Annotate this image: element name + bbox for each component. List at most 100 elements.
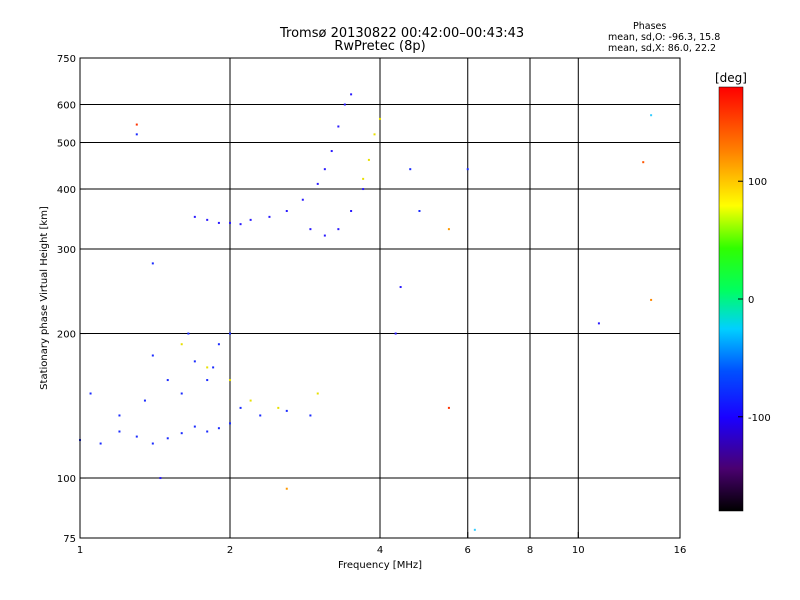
y-tick-label: 300 (57, 245, 76, 256)
x-tick-label: 10 (572, 545, 585, 556)
chart-subtitle: RwPretec (8p) (334, 39, 426, 54)
x-tick-label: 4 (377, 545, 383, 556)
data-point (285, 210, 288, 213)
data-point (193, 425, 196, 428)
data-point (447, 228, 450, 231)
data-point (285, 409, 288, 412)
y-tick-label: 100 (57, 474, 76, 485)
data-point (118, 414, 121, 417)
data-point (597, 322, 600, 325)
data-point (135, 435, 138, 438)
data-point (206, 430, 209, 433)
data-point (367, 158, 370, 161)
y-tick-label: 500 (57, 139, 76, 150)
colorbar-unit-label: [deg] (715, 71, 747, 85)
data-point (316, 392, 319, 395)
data-point (394, 332, 397, 335)
data-point (159, 477, 162, 480)
data-point (350, 93, 353, 96)
data-point (379, 117, 381, 120)
data-point (217, 221, 220, 224)
data-point (99, 442, 102, 445)
y-tick-label: 600 (57, 101, 76, 112)
x-tick-label: 16 (674, 545, 687, 556)
data-point (249, 399, 252, 402)
data-point (229, 221, 231, 224)
x-tick-label: 1 (77, 545, 83, 556)
data-point (466, 168, 469, 171)
data-point (249, 218, 252, 221)
data-point (362, 177, 365, 180)
data-point (135, 133, 138, 136)
data-point (212, 366, 215, 369)
chart-grid (80, 58, 680, 538)
data-point (180, 343, 183, 346)
data-point (239, 223, 242, 226)
data-point (399, 286, 402, 289)
data-point (309, 414, 312, 417)
data-point (642, 161, 645, 164)
data-point (330, 150, 333, 153)
data-point (187, 332, 190, 335)
data-point (301, 198, 304, 201)
data-point (89, 392, 92, 395)
y-tick-label: 750 (57, 54, 76, 65)
y-tick-label: 400 (57, 185, 76, 196)
data-point (650, 298, 653, 301)
data-point (473, 528, 476, 531)
data-point (143, 399, 146, 402)
x-tick-label: 2 (227, 545, 233, 556)
data-point (239, 406, 242, 409)
data-point (151, 262, 154, 265)
data-point (217, 427, 220, 430)
data-point (206, 366, 209, 369)
data-point (337, 228, 340, 231)
data-point (350, 210, 353, 213)
colorbar-ticks: 100 0 -100 (738, 177, 771, 424)
data-point (206, 218, 209, 221)
data-point (151, 442, 154, 445)
colorbar-tick-label: 100 (748, 177, 767, 188)
y-tick-label: 200 (57, 330, 76, 341)
y-axis-ticks: 75 100 200 300 400 500 600 750 (57, 54, 86, 545)
data-point (309, 228, 312, 231)
data-point (180, 392, 183, 395)
chart-title: Tromsø 20130822 00:42:00–00:43:43 (280, 26, 525, 41)
x-axis-label: Frequency [MHz] (338, 560, 422, 571)
data-point (193, 215, 196, 218)
data-point (650, 114, 653, 117)
data-point (193, 360, 196, 363)
data-point (166, 379, 169, 382)
y-tick-label: 75 (63, 534, 76, 545)
data-point (206, 379, 209, 382)
colorbar-tick-label: -100 (748, 413, 771, 424)
data-point (337, 125, 340, 128)
data-point (151, 354, 154, 357)
phases-heading: Phases (633, 21, 667, 32)
data-point (277, 406, 280, 409)
data-point (135, 123, 138, 126)
data-point (323, 168, 326, 171)
data-point (285, 487, 288, 490)
phases-o-mode: mean, sd,O: -96.3, 15.8 (608, 32, 721, 43)
data-point (323, 234, 326, 237)
data-point (229, 379, 231, 382)
colorbar-tick-label: 0 (748, 295, 754, 306)
y-axis-label: Stationary phase Virtual Height [km] (39, 206, 50, 390)
data-point (373, 133, 376, 136)
data-point (180, 432, 183, 435)
data-point (229, 332, 231, 335)
data-points (79, 93, 653, 531)
data-point (418, 210, 421, 213)
data-point (268, 215, 271, 218)
data-point (118, 430, 121, 433)
phases-x-mode: mean, sd,X: 86.0, 22.2 (608, 43, 717, 54)
data-point (217, 343, 220, 346)
data-point (316, 182, 319, 185)
data-point (409, 168, 412, 171)
data-point (447, 406, 450, 409)
x-tick-label: 8 (527, 545, 533, 556)
data-point (229, 422, 231, 425)
data-point (166, 437, 169, 440)
x-tick-label: 6 (465, 545, 471, 556)
